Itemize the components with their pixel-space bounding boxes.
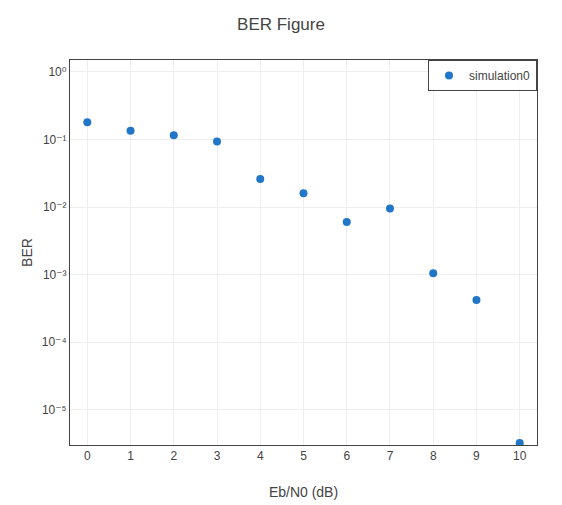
svg-text:9: 9 — [473, 449, 480, 463]
svg-text:10⁻⁵: 10⁻⁵ — [42, 403, 67, 417]
svg-text:7: 7 — [387, 449, 394, 463]
svg-text:Eb/N0 (dB): Eb/N0 (dB) — [269, 484, 338, 500]
svg-text:3: 3 — [214, 449, 221, 463]
svg-text:10⁰: 10⁰ — [48, 65, 66, 79]
svg-text:2: 2 — [170, 449, 177, 463]
svg-text:10: 10 — [513, 449, 527, 463]
svg-text:BER: BER — [19, 238, 35, 267]
svg-text:10⁻³: 10⁻³ — [43, 268, 67, 282]
svg-text:8: 8 — [430, 449, 437, 463]
svg-text:10⁻¹: 10⁻¹ — [43, 133, 67, 147]
svg-text:BER Figure: BER Figure — [237, 15, 325, 34]
svg-text:5: 5 — [300, 449, 307, 463]
svg-text:10⁻⁴: 10⁻⁴ — [42, 335, 67, 349]
svg-text:1: 1 — [127, 449, 134, 463]
svg-text:4: 4 — [257, 449, 264, 463]
svg-text:10⁻²: 10⁻² — [43, 200, 67, 214]
svg-text:0: 0 — [84, 449, 91, 463]
svg-text:6: 6 — [343, 449, 350, 463]
svg-text:simulation0: simulation0 — [469, 69, 530, 83]
